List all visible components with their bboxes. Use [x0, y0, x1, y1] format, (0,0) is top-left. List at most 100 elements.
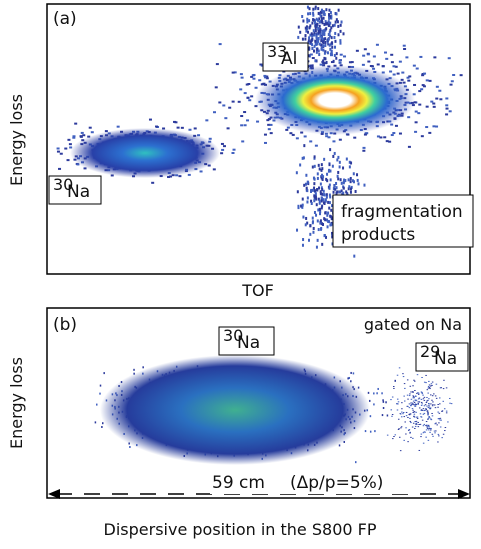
texture-pixel: [383, 136, 386, 138]
texture-pixel: [446, 412, 448, 413]
texture-pixel: [422, 395, 424, 396]
texture-pixel: [435, 98, 438, 100]
texture-pixel: [411, 399, 413, 400]
texture-pixel: [334, 54, 336, 57]
texture-pixel: [432, 103, 435, 105]
texture-pixel: [82, 134, 85, 136]
texture-pixel: [437, 404, 439, 405]
texture-pixel: [343, 55, 346, 57]
texture-pixel: [342, 166, 344, 169]
texture-pixel: [315, 27, 317, 30]
texture-pixel: [398, 419, 400, 420]
texture-pixel: [331, 36, 333, 39]
texture-pixel: [318, 164, 320, 167]
texture-pixel: [426, 397, 428, 398]
texture-pixel: [429, 408, 431, 409]
texture-pixel: [443, 401, 445, 402]
texture-pixel: [431, 413, 433, 414]
texture-pixel: [415, 405, 417, 406]
texture-pixel: [219, 43, 222, 45]
y-label: Energy loss: [7, 357, 26, 449]
texture-pixel: [399, 437, 401, 438]
texture-pixel: [323, 57, 325, 60]
texture-pixel: [387, 414, 389, 416]
texture-pixel: [325, 27, 327, 30]
texture-pixel: [381, 392, 383, 394]
texture-pixel: [305, 223, 307, 226]
texture-pixel: [414, 390, 416, 391]
texture-pixel: [406, 412, 408, 413]
texture-pixel: [410, 386, 412, 387]
texture-pixel: [449, 398, 451, 399]
texture-pixel: [348, 185, 350, 188]
texture-pixel: [412, 395, 414, 396]
texture-pixel: [151, 182, 154, 184]
texture-pixel: [424, 400, 426, 401]
texture-pixel: [321, 243, 323, 246]
texture-pixel: [323, 17, 325, 20]
texture-pixel: [426, 106, 429, 108]
texture-pixel: [328, 207, 330, 210]
texture-pixel: [416, 421, 418, 422]
texture-pixel: [321, 163, 323, 166]
texture-pixel: [435, 395, 437, 396]
texture-pixel: [451, 403, 453, 404]
panel-tag: (a): [53, 9, 77, 29]
texture-pixel: [316, 23, 318, 26]
texture-pixel: [395, 434, 397, 435]
texture-pixel: [434, 432, 436, 433]
texture-pixel: [323, 234, 325, 237]
texture-pixel: [424, 397, 426, 398]
texture-pixel: [306, 20, 308, 23]
texture-pixel: [407, 406, 409, 407]
texture-pixel: [417, 112, 420, 114]
texture-pixel: [421, 402, 423, 403]
texture-pixel: [333, 60, 335, 63]
texture-pixel: [221, 149, 224, 151]
texture-pixel: [324, 41, 326, 44]
texture-pixel: [310, 189, 312, 192]
texture-pixel: [334, 152, 336, 155]
texture-pixel: [428, 405, 430, 406]
texture-pixel: [72, 137, 75, 139]
texture-pixel: [314, 45, 316, 48]
texture-pixel: [408, 430, 410, 431]
texture-pixel: [57, 147, 60, 149]
texture-pixel: [421, 403, 423, 404]
texture-pixel: [318, 53, 320, 56]
texture-pixel: [390, 54, 393, 56]
texture-pixel: [346, 158, 348, 161]
texture-pixel: [413, 404, 415, 405]
texture-pixel: [336, 12, 338, 15]
texture-pixel: [436, 86, 439, 88]
texture-pixel: [314, 165, 316, 168]
texture-pixel: [340, 178, 342, 181]
texture-pixel: [216, 63, 219, 65]
texture-pixel: [367, 61, 370, 63]
texture-pixel: [444, 408, 446, 409]
texture-pixel: [433, 56, 436, 58]
texture-pixel: [409, 393, 411, 394]
texture-pixel: [318, 228, 320, 231]
element: Na: [67, 182, 90, 202]
texture-pixel: [155, 126, 158, 128]
texture-pixel: [440, 418, 442, 419]
texture-pixel: [446, 387, 448, 388]
texture-pixel: [400, 427, 402, 428]
texture-pixel: [335, 21, 337, 24]
texture-pixel: [351, 61, 354, 63]
texture-pixel: [432, 405, 434, 406]
texture-pixel: [417, 404, 419, 405]
texture-pixel: [315, 192, 317, 195]
texture-pixel: [403, 376, 405, 377]
texture-pixel: [298, 26, 300, 29]
texture-pixel: [415, 426, 417, 427]
texture-pixel: [350, 187, 352, 190]
texture-pixel: [443, 434, 445, 435]
texture-pixel: [426, 402, 428, 403]
texture-pixel: [57, 151, 60, 153]
texture-pixel: [435, 423, 437, 424]
texture-pixel: [328, 220, 330, 223]
texture-pixel: [425, 126, 428, 128]
